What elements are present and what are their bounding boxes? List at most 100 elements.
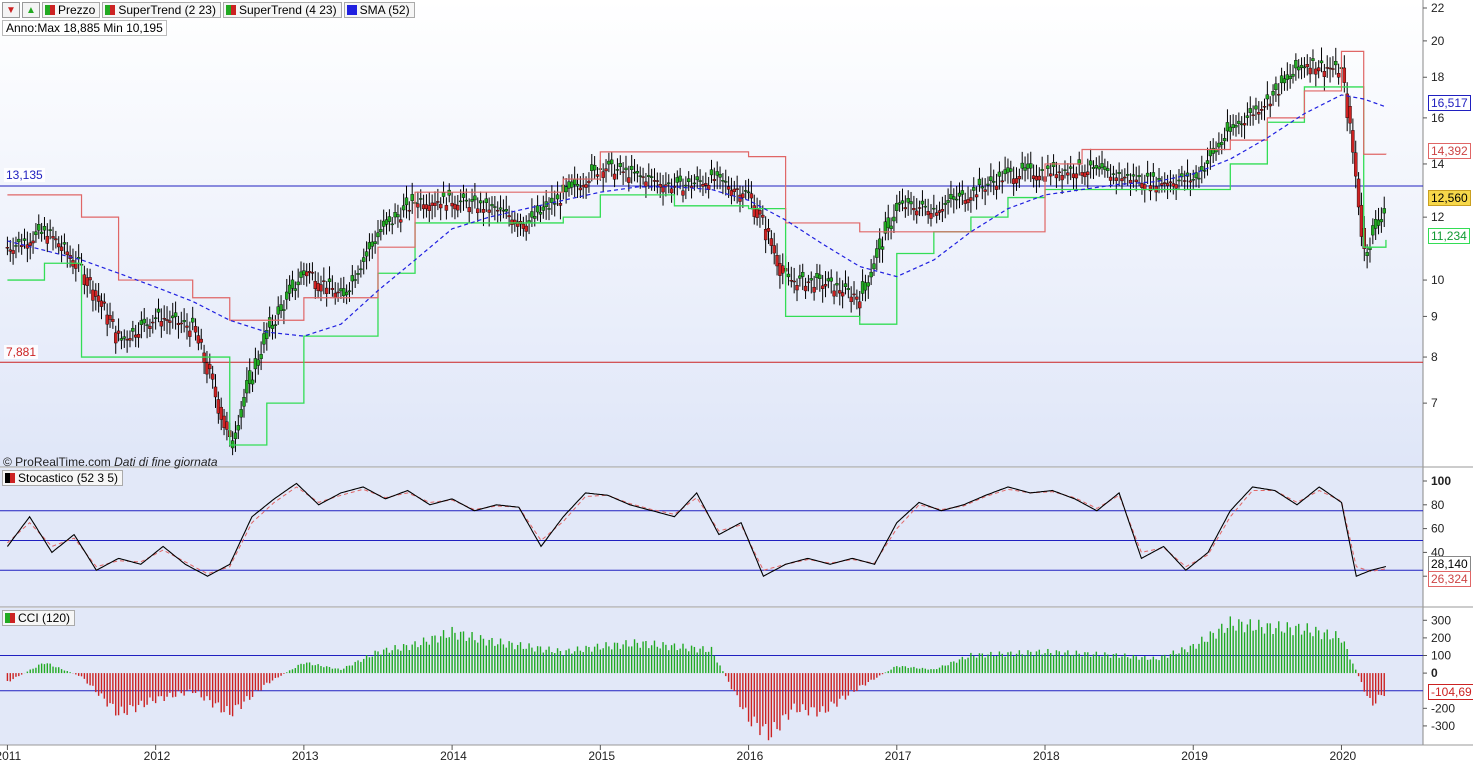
price-candle-body [550, 197, 554, 203]
price-candle-body [658, 184, 662, 188]
price-candle-body [1234, 125, 1238, 128]
collapse-down-icon[interactable]: ▼ [2, 2, 20, 18]
price-candle-body [664, 184, 668, 187]
price-candle-body [59, 246, 64, 251]
price-candle-body [858, 301, 862, 309]
price-candle-body [85, 277, 89, 286]
price-candle-body [863, 282, 868, 291]
price-candle-body [1017, 176, 1022, 180]
price-candle-body [1188, 180, 1193, 183]
price-candle-body [570, 181, 574, 188]
price-candle-body [1131, 174, 1136, 177]
price-candle-body [51, 236, 55, 239]
price-candle-body [162, 317, 166, 320]
stoch-title[interactable]: Stocastico (52 3 5) [2, 470, 124, 486]
legend-item-st2[interactable]: SuperTrend (4 23) [222, 2, 342, 18]
price-candle-body [638, 175, 642, 177]
price-candle-body [381, 220, 386, 227]
price-candle-body [504, 209, 508, 212]
collapse-up-icon[interactable]: ▲ [22, 2, 40, 18]
price-candle-body [829, 277, 833, 282]
price-candle-body [1194, 172, 1198, 179]
price-candle-body [741, 193, 745, 198]
price-candle-body [641, 176, 645, 178]
price-candle-body [1063, 169, 1067, 171]
sma-tag: 16,517 [1428, 95, 1471, 111]
price-candle-body [1259, 109, 1264, 111]
price-candle-body [470, 199, 474, 202]
price-candle-body [1086, 171, 1090, 175]
price-candle-body [39, 231, 44, 234]
price-candle-body [367, 242, 372, 250]
cci-ytick-label: 0 [1431, 666, 1438, 680]
price-candle-body [724, 181, 728, 183]
price-candle-body [65, 251, 69, 256]
price-candle-body [1094, 165, 1099, 169]
xtick-label: 2015 [588, 749, 615, 763]
legend-item-sma[interactable]: SMA (52) [343, 2, 415, 18]
price-candle-body [324, 287, 329, 294]
price-candle-body [82, 274, 87, 285]
price-candle-body [287, 284, 292, 294]
price-candle-body [960, 190, 965, 195]
price-candle-body [1128, 179, 1133, 184]
price-candle-body [1231, 124, 1235, 129]
price-candle-body [897, 202, 902, 205]
price-candle-body [846, 288, 851, 290]
price-candle-body [125, 339, 129, 341]
price-candle-body [615, 169, 620, 171]
price-candle-body [558, 203, 563, 206]
panel-bg-2 [0, 608, 1423, 745]
price-candle-body [168, 320, 172, 323]
price-candle-body [895, 202, 899, 211]
price-candle-body [1046, 165, 1050, 169]
price-candle-body [983, 189, 987, 192]
price-candle-body [190, 317, 195, 323]
price-candle-body [450, 202, 454, 207]
price-candle-body [136, 333, 141, 338]
price-candle-body [533, 216, 537, 219]
price-candle-body [689, 185, 694, 188]
price-candle-body [1163, 182, 1167, 184]
price-candle-body [1123, 176, 1127, 179]
price-candle-body [1091, 167, 1096, 169]
price-candle-body [972, 187, 976, 191]
cci-title[interactable]: CCI (120) [2, 610, 76, 626]
price-candle-body [91, 289, 95, 301]
price-candle-body [182, 320, 186, 323]
price-candle-body [242, 397, 246, 407]
price-candle-body [1011, 178, 1016, 184]
price-candle-body [153, 317, 158, 320]
price-candle-body [869, 271, 873, 278]
price-candle-body [1285, 74, 1290, 80]
price-ytick-label: 20 [1431, 34, 1445, 48]
price-candle-body [1088, 160, 1093, 166]
price-candle-body [1049, 173, 1053, 177]
price-candle-body [262, 333, 266, 345]
price-candle-body [823, 284, 828, 287]
price-candle-body [356, 273, 360, 275]
price-candle-body [575, 184, 580, 187]
price-candle-body [285, 291, 289, 300]
price-candle-body [584, 184, 588, 188]
price-candle-body [362, 257, 366, 262]
price-candle-body [1054, 174, 1059, 179]
price-candle-body [1297, 66, 1301, 71]
price-candle-body [1000, 180, 1004, 183]
price-candle-body [145, 324, 149, 326]
price-candle-body [1268, 103, 1272, 107]
price-candle-body [1037, 175, 1042, 181]
price-candle-body [236, 425, 241, 431]
price-candle-body [698, 180, 702, 182]
price-candle-body [1202, 170, 1207, 172]
legend-item-st1[interactable]: SuperTrend (2 23) [102, 2, 221, 18]
price-candle-body [1345, 93, 1349, 118]
price-candle-body [801, 271, 805, 277]
price-candle-body [364, 251, 369, 257]
price-candle-body [173, 312, 178, 317]
price-candle-body [461, 193, 466, 198]
price-candle-body [407, 209, 412, 212]
price-candle-body [28, 242, 32, 246]
legend-item-price[interactable]: Prezzo [42, 2, 101, 18]
price-candle-body [1165, 183, 1170, 186]
